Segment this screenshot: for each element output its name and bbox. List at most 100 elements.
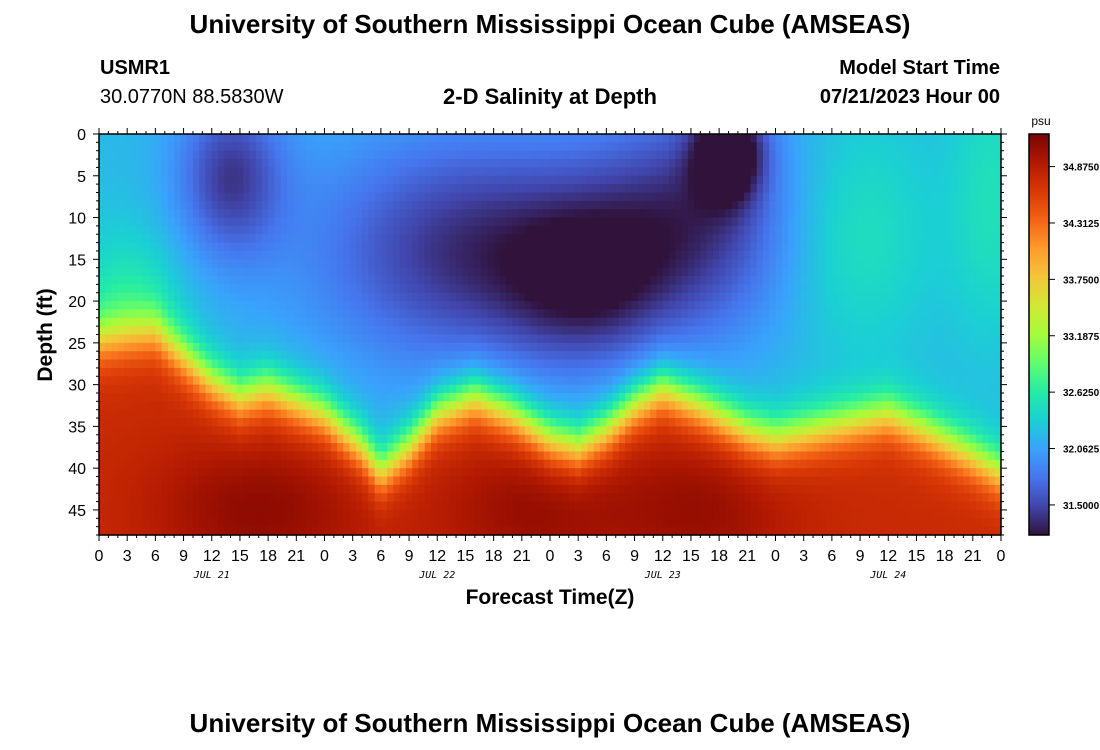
heatmap-cell (875, 392, 883, 402)
heatmap-cell (318, 250, 326, 260)
heatmap-cell (418, 317, 426, 327)
heatmap-cell (762, 409, 770, 419)
heatmap-cell (907, 284, 914, 294)
heatmap-cell (412, 167, 420, 177)
heatmap-cell (405, 267, 413, 277)
heatmap-cell (236, 234, 244, 244)
heatmap-cell (788, 409, 795, 419)
heatmap-cell (192, 301, 200, 311)
heatmap-cell (863, 276, 871, 285)
heatmap-cell (224, 326, 232, 336)
heatmap-cell (230, 284, 238, 294)
heatmap-cell (706, 351, 714, 361)
heatmap-cell (368, 342, 376, 352)
heatmap-cell (694, 234, 701, 244)
heatmap-cell (518, 200, 526, 210)
heatmap-cell (700, 242, 708, 252)
heatmap-cell (481, 192, 488, 202)
heatmap-cell (155, 367, 163, 377)
heatmap-cell (850, 384, 858, 394)
heatmap-cell (261, 317, 269, 327)
heatmap-cell (631, 317, 639, 327)
heatmap-cell (568, 292, 576, 302)
heatmap-cell (493, 392, 501, 402)
heatmap-cell (938, 276, 946, 285)
heatmap-cell (286, 351, 294, 361)
heatmap-cell (449, 284, 457, 294)
heatmap-cell (800, 217, 808, 227)
heatmap-cell (430, 401, 438, 411)
heatmap-cell (662, 301, 670, 311)
heatmap-cell (994, 301, 1002, 311)
heatmap-cell (349, 351, 357, 361)
heatmap-cell (255, 301, 263, 311)
heatmap-cell (606, 317, 614, 327)
heatmap-cell (600, 367, 607, 377)
heatmap-cell (587, 351, 595, 361)
heatmap-cell (174, 392, 182, 402)
heatmap-cell (600, 234, 607, 244)
heatmap-cell (656, 192, 664, 202)
heatmap-cell (650, 209, 658, 219)
heatmap-cell (731, 392, 739, 402)
heatmap-cell (575, 284, 582, 294)
heatmap-cell (725, 134, 733, 143)
heatmap-cell (719, 217, 726, 227)
heatmap-cell (938, 351, 946, 361)
heatmap-cell (405, 409, 413, 419)
heatmap-cell (387, 418, 394, 427)
heatmap-cell (888, 317, 896, 327)
heatmap-cell (575, 242, 582, 252)
heatmap-cell (681, 309, 689, 319)
heatmap-cell (424, 342, 432, 352)
heatmap-cell (393, 401, 401, 411)
heatmap-cell (625, 367, 633, 377)
heatmap-cell (957, 250, 965, 260)
heatmap-cell (562, 334, 570, 344)
heatmap-cell (456, 276, 463, 285)
heatmap-cell (744, 384, 752, 394)
heatmap-cell (813, 250, 820, 260)
heatmap-cell (712, 225, 720, 235)
heatmap-cell (518, 276, 526, 285)
heatmap-cell (932, 242, 939, 252)
heatmap-cell (581, 359, 589, 369)
heatmap-cell (869, 150, 877, 160)
heatmap-cell (706, 292, 714, 302)
heatmap-cell (963, 301, 971, 311)
heatmap-cell (506, 418, 514, 427)
heatmap-cell (261, 250, 269, 260)
heatmap-cell (744, 134, 752, 143)
heatmap-cell (456, 234, 463, 244)
heatmap-cell (737, 326, 745, 336)
heatmap-cell (111, 134, 119, 143)
heatmap-cell (518, 225, 526, 235)
heatmap-cell (775, 276, 783, 285)
heatmap-cell (593, 184, 601, 194)
heatmap-cell (255, 409, 263, 419)
heatmap-cell (349, 376, 357, 386)
heatmap-cell (643, 217, 651, 227)
heatmap-cell (99, 225, 106, 235)
heatmap-cell (537, 317, 545, 327)
heatmap-cell (618, 209, 626, 219)
heatmap-cell (437, 301, 445, 311)
heatmap-cell (186, 217, 194, 227)
heatmap-cell (575, 409, 582, 419)
heatmap-cell (731, 276, 739, 285)
heatmap-cell (850, 217, 858, 227)
heatmap-cell (932, 217, 939, 227)
heatmap-cell (556, 192, 564, 202)
heatmap-cell (838, 276, 845, 285)
heatmap-cell (412, 309, 420, 319)
heatmap-cell (487, 217, 495, 227)
heatmap-cell (694, 284, 701, 294)
heatmap-cell (950, 225, 958, 235)
heatmap-cell (186, 317, 194, 327)
heatmap-cell (806, 134, 814, 143)
heatmap-cell (362, 334, 369, 344)
heatmap-cell (218, 301, 225, 311)
heatmap-cell (412, 292, 420, 302)
heatmap-cell (412, 334, 420, 344)
heatmap-cell (130, 225, 138, 235)
